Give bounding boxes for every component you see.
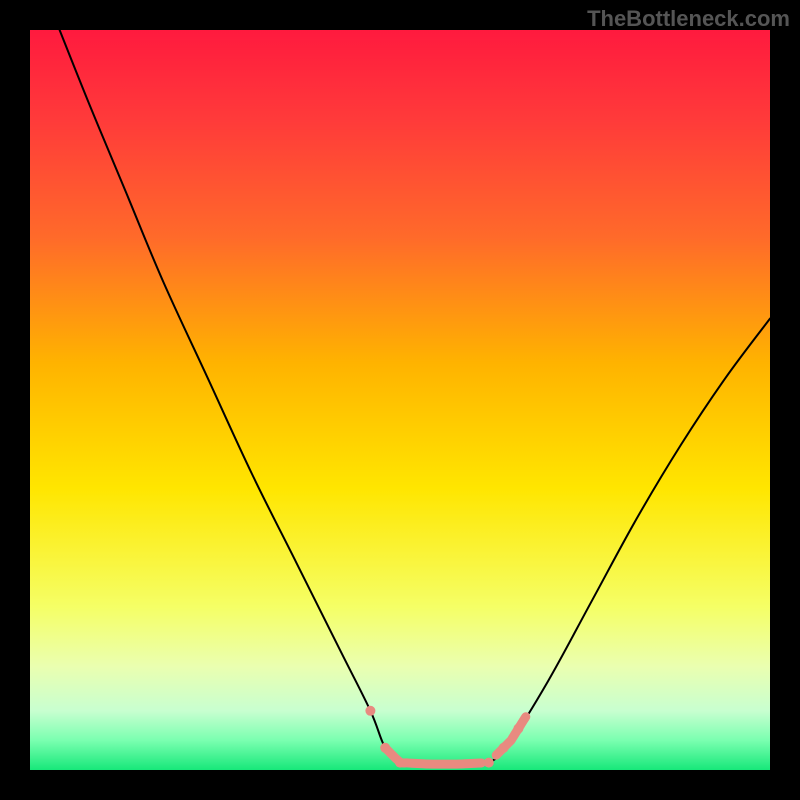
watermark-text: TheBottleneck.com [587, 6, 790, 32]
bottleneck-curve-chart [30, 30, 770, 770]
gradient-background [30, 30, 770, 770]
